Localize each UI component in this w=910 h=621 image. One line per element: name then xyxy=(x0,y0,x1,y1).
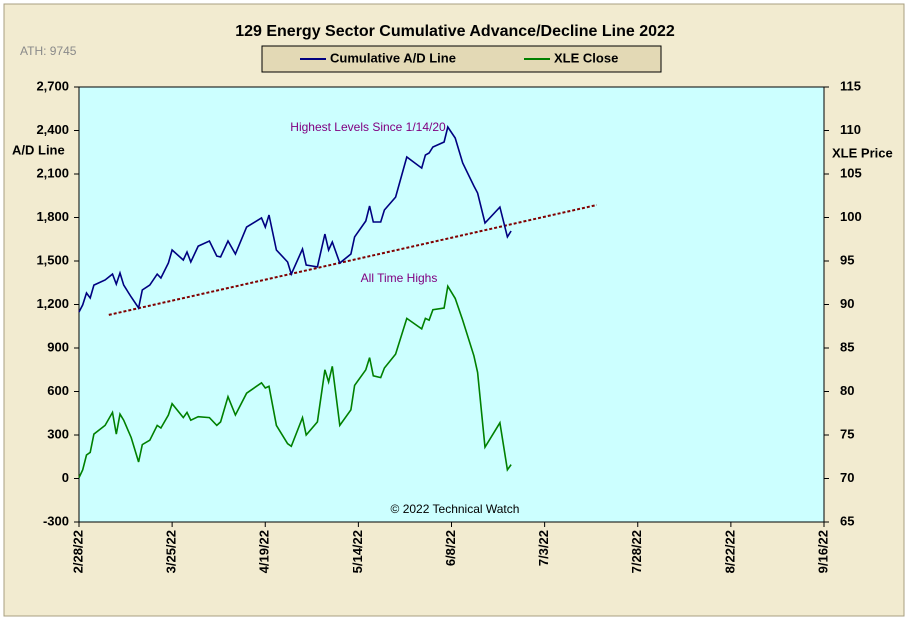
y-tick-label: 900 xyxy=(47,339,69,354)
y2-tick-label: 110 xyxy=(840,122,861,137)
y2-tick-label: 65 xyxy=(840,513,854,528)
legend-label: Cumulative A/D Line xyxy=(330,50,456,65)
x-tick-label: 7/3/22 xyxy=(536,530,551,566)
y2-tick-label: 70 xyxy=(840,470,854,485)
y-tick-label: 2,700 xyxy=(36,78,69,93)
x-tick-label: 8/22/22 xyxy=(722,530,737,573)
x-tick-label: 3/25/22 xyxy=(164,530,179,573)
x-tick-label: 9/16/22 xyxy=(815,530,830,573)
y-tick-label: 1,200 xyxy=(36,296,69,311)
annotation: Highest Levels Since 1/14/20 xyxy=(290,120,446,134)
y-tick-label: 1,800 xyxy=(36,209,69,224)
x-tick-label: 7/28/22 xyxy=(629,530,644,573)
x-tick-label: 6/8/22 xyxy=(443,530,458,566)
annotation: All Time Highs xyxy=(361,271,438,285)
y2-tick-label: 95 xyxy=(840,252,854,267)
ath-note: ATH: 9745 xyxy=(20,44,77,58)
trend-line xyxy=(108,204,598,316)
y-tick-label: 2,400 xyxy=(36,122,69,137)
series-line xyxy=(78,125,512,313)
series-line xyxy=(78,283,512,478)
y-tick-label: 2,100 xyxy=(36,165,69,180)
y2-tick-label: 85 xyxy=(840,339,854,354)
plot-area xyxy=(78,86,825,523)
y2-tick-label: 100 xyxy=(840,209,862,224)
y-axis-label: A/D Line xyxy=(12,142,65,157)
y2-tick-label: 105 xyxy=(840,165,862,180)
x-tick-label: 5/14/22 xyxy=(350,530,365,573)
legend xyxy=(261,45,662,73)
y2-axis-label: XLE Price xyxy=(832,145,893,160)
credit: © 2022 Technical Watch xyxy=(391,502,520,516)
x-tick-label: 2/28/22 xyxy=(70,530,85,573)
x-tick-label: 4/19/22 xyxy=(257,530,272,573)
y2-tick-label: 75 xyxy=(840,426,854,441)
y-tick-label: 0 xyxy=(62,470,69,485)
y2-tick-label: 80 xyxy=(840,383,854,398)
legend-label: XLE Close xyxy=(554,50,618,65)
y-tick-label: 300 xyxy=(47,426,69,441)
chart-title: 129 Energy Sector Cumulative Advance/Dec… xyxy=(235,23,675,40)
y2-tick-label: 115 xyxy=(840,78,861,93)
y2-tick-label: 90 xyxy=(840,296,854,311)
y-tick-label: 1,500 xyxy=(36,252,69,267)
y-tick-label: 600 xyxy=(47,383,69,398)
y-tick-label: -300 xyxy=(43,513,69,528)
